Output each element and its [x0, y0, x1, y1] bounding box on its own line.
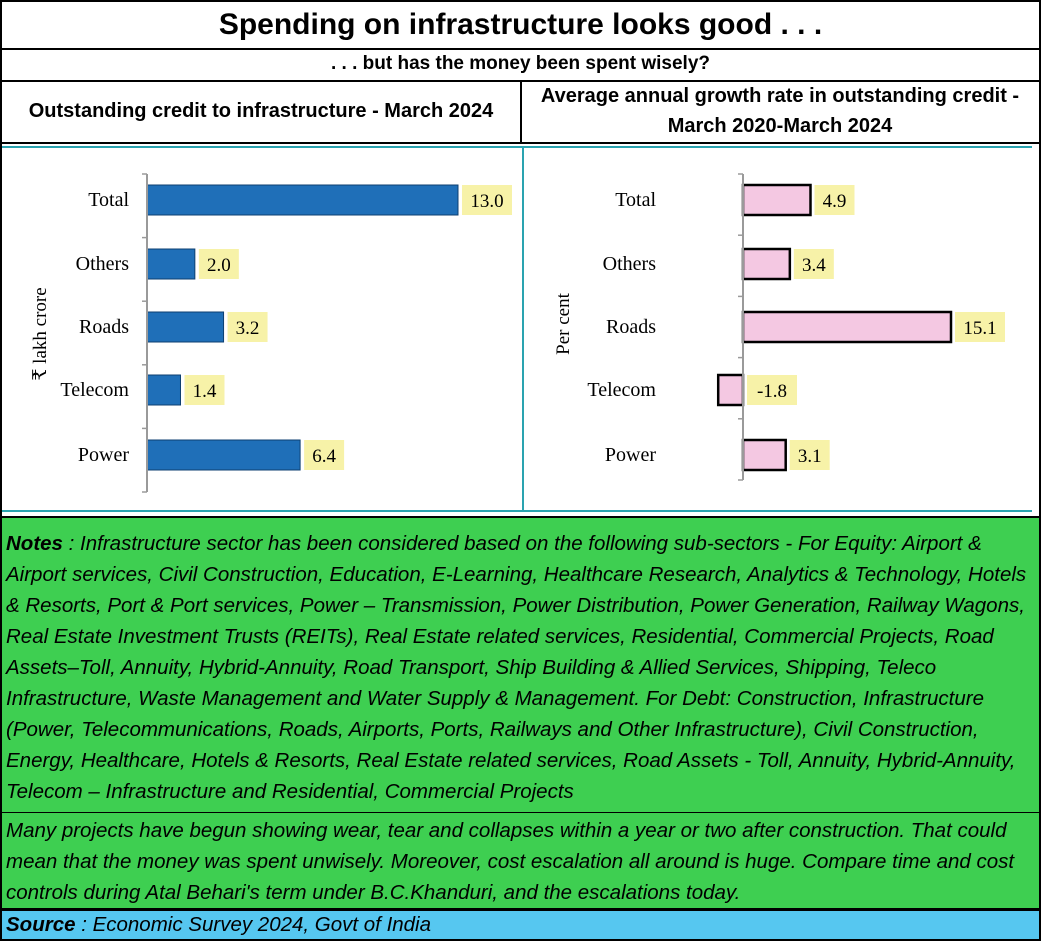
chart-0-data-label-bg — [227, 312, 268, 342]
chart-0-data-label: 2.0 — [207, 255, 231, 276]
charts-panel: ₹ lakh crore Total 13.0 Others 2.0 Roads 3.2 Te… — [0, 144, 1041, 518]
left-bar-chart: ₹ lakh crore Total 13.0 Others 2.0 Roads 3.2 Te… — [30, 173, 512, 493]
chart-1-data-label-bg — [793, 249, 834, 279]
chart-0-category-label: Total — [88, 189, 129, 211]
chart-0-data-label-bg — [304, 440, 345, 470]
chart-1-category-label: Total — [615, 189, 656, 211]
page-title: Spending on infrastructure looks good . … — [0, 0, 1041, 50]
chart-1-bar — [716, 373, 745, 407]
chart-1-category-label: Telecom — [587, 379, 656, 401]
chart-0-bar — [146, 374, 181, 406]
chart-0-bar — [146, 184, 459, 216]
chart-1-data-label-bg — [955, 312, 1005, 342]
notes-text: : Infrastructure sector has been conside… — [6, 532, 1027, 803]
chart-0-data-label: 1.4 — [193, 381, 217, 402]
source-label: Source — [6, 913, 76, 936]
chart-1-bar — [741, 438, 787, 472]
right-chart-header: Average annual growth rate in outstandin… — [520, 80, 1041, 144]
chart-0-data-label-bg — [184, 375, 225, 405]
chart-1-data-label: 4.9 — [823, 191, 847, 212]
chart-0-data-label: 6.4 — [312, 446, 336, 467]
chart-0-data-label: 13.0 — [470, 191, 503, 212]
source-panel: Source : Economic Survey 2024, Govt of I… — [0, 909, 1041, 941]
chart-1-data-label: -1.8 — [757, 381, 787, 402]
chart-0-data-label-bg — [198, 249, 239, 279]
chart-1-bar — [741, 247, 792, 281]
charts-svg: ₹ lakh crore Total 13.0 Others 2.0 Roads 3.2 Te… — [2, 146, 1032, 512]
chart-0-bar — [146, 248, 196, 280]
chart-0-bar — [146, 311, 225, 343]
chart-0-category-label: Telecom — [60, 379, 129, 401]
page-subtitle: . . . but has the money been spent wisel… — [0, 48, 1041, 82]
chart-0-category-label: Power — [78, 444, 129, 466]
left-chart-header: Outstanding credit to infrastructure - M… — [0, 80, 522, 144]
chart-0-data-label-bg — [462, 185, 512, 215]
chart-1-bar — [741, 310, 953, 344]
chart-1-y-axis-label: Per cent — [553, 292, 574, 354]
chart-1-category-label: Power — [605, 444, 656, 466]
source-text: : Economic Survey 2024, Govt of India — [75, 913, 432, 936]
chart-0-category-label: Roads — [79, 316, 129, 338]
chart-0-y-axis-label: ₹ lakh crore — [30, 287, 51, 380]
chart-1-data-label: 3.1 — [798, 446, 822, 467]
right-bar-chart: Per cent Total 4.9 Others 3.4 Roads 15.1 Teleco… — [553, 173, 1005, 481]
chart-1-data-label: 3.4 — [802, 255, 826, 276]
chart-1-data-label-bg — [747, 375, 797, 405]
chart-1-data-label-bg — [814, 185, 855, 215]
chart-0-data-label: 3.2 — [236, 318, 260, 339]
chart-1-data-label-bg — [789, 440, 830, 470]
chart-1-data-label: 15.1 — [963, 318, 996, 339]
chart-1-category-label: Roads — [606, 316, 656, 338]
notes-panel: Notes : Infrastructure sector has been c… — [0, 516, 1041, 814]
chart-0-bar — [146, 439, 301, 471]
chart-1-category-label: Others — [603, 253, 657, 275]
chart-1-bar — [741, 183, 812, 217]
notes-label: Notes — [6, 532, 63, 555]
chart-0-category-label: Others — [76, 253, 130, 275]
comment-panel: Many projects have begun showing wear, t… — [0, 813, 1041, 910]
